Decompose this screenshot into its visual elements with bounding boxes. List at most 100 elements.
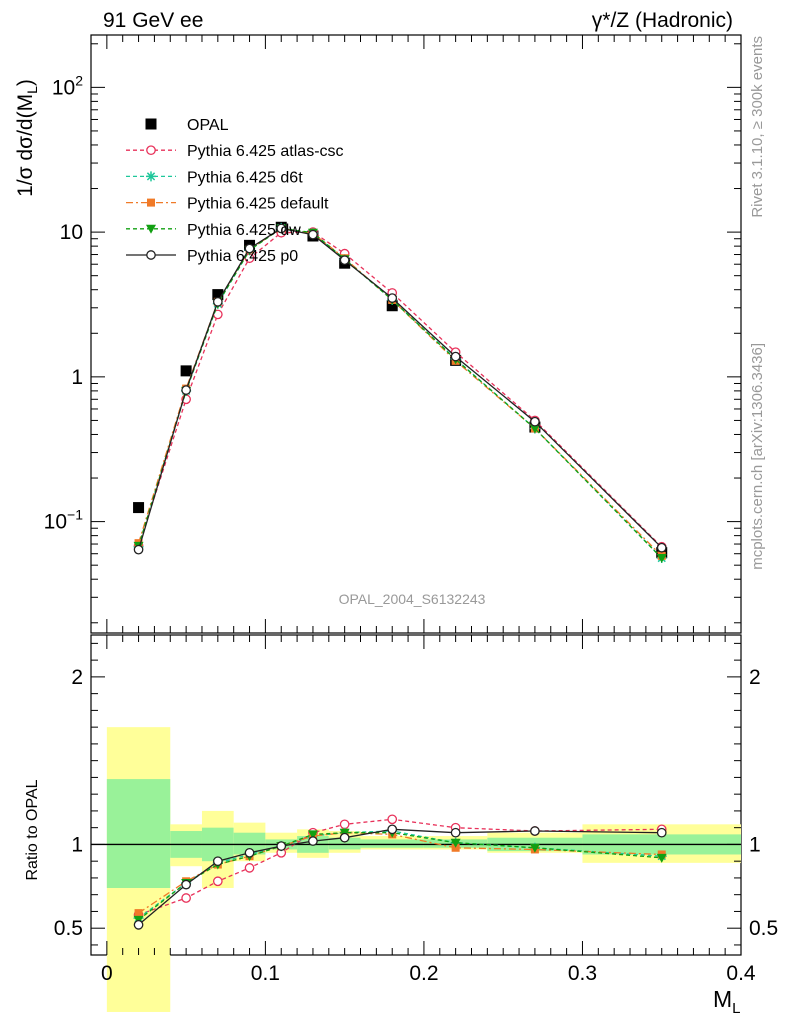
main-data-point	[212, 296, 223, 307]
main-series	[133, 224, 667, 564]
x-tick-label: 0.1	[251, 962, 280, 985]
legend-marker	[146, 224, 156, 234]
ratio-bands	[91, 727, 741, 1012]
main-series	[133, 222, 667, 564]
main-data-point	[133, 544, 144, 555]
main-data-point	[212, 289, 224, 301]
main-series-line	[137, 227, 663, 559]
ratio-frame	[90, 634, 742, 956]
legend-label: Pythia 6.425 atlas-csc	[187, 143, 344, 160]
uncertainty-band-stat	[233, 832, 266, 855]
main-data-point	[181, 385, 191, 395]
main-data-point	[530, 416, 540, 427]
header-left: 91 GeV ee	[103, 9, 203, 32]
main-series	[133, 223, 667, 555]
ratio-data-point	[450, 827, 461, 838]
main-series-line	[137, 227, 663, 550]
main-data-point	[180, 365, 192, 377]
main-data-point	[450, 351, 461, 362]
x-tick-label: 0	[101, 962, 113, 985]
axes: 10−1 1 10 102 1/σ dσ/d(ML) 0.5 0.5 1 1 2 2 Ratio to…	[14, 35, 778, 1017]
uncertainty-band-stat	[328, 837, 361, 850]
legend-marker	[145, 118, 157, 130]
ratio-data-point	[656, 853, 667, 863]
ratio-y-tick-label: 0.5	[54, 917, 83, 940]
main-data-point	[529, 424, 540, 434]
ratio-data-point	[181, 893, 191, 903]
ratio-data-point	[308, 836, 318, 846]
main-series-line	[137, 227, 663, 559]
y-tick-label: 102	[52, 72, 83, 99]
main-data-point	[656, 542, 667, 553]
x-tick-label: 0.4	[726, 962, 756, 985]
ratio-y-axis-label: Ratio to OPAL	[24, 779, 41, 880]
mcplots-label: mcplots.cern.ch [arXiv:1306.3436]	[749, 343, 766, 570]
legend-label: Pythia 6.425 d6t	[187, 169, 303, 186]
x-axis-label: ML	[713, 986, 741, 1017]
ratio-series-line	[138, 818, 662, 916]
main-data-point	[244, 243, 255, 254]
ratio-data-point	[387, 814, 398, 825]
ratio-data-point	[133, 919, 144, 930]
main-series-line	[137, 231, 663, 548]
ratio-data-point	[529, 843, 540, 853]
main-data-point	[656, 554, 667, 564]
ratio-data-point	[244, 863, 255, 873]
main-data-point	[386, 300, 398, 312]
main-data-point	[308, 229, 318, 240]
uncertainty-band-stat	[106, 779, 171, 888]
main-data-point	[339, 255, 350, 266]
legend-label: Pythia 6.425 p0	[187, 248, 298, 265]
ratio-data-point	[244, 847, 255, 858]
legend-marker	[146, 171, 156, 182]
legend-label: Pythia 6.425 dw	[187, 222, 301, 239]
main-data-point	[276, 223, 287, 234]
ratio-y-tick-label: 1	[71, 833, 83, 856]
legend-label: OPAL	[187, 117, 229, 134]
ratio-data-point	[134, 909, 143, 918]
ratio-y-tick-label: 2	[71, 666, 83, 689]
watermark: OPAL_2004_S6132243	[339, 591, 486, 607]
y-tick-label: 10	[60, 221, 83, 244]
legend: OPAL Pythia 6.425 atlas-csc Pythia 6.425 d…	[126, 117, 344, 265]
ratio-data-point	[181, 879, 191, 890]
ratio-data-point	[450, 838, 461, 848]
main-data-point	[133, 502, 145, 514]
ratio-data-point	[339, 819, 350, 830]
ratio-panel	[90, 634, 742, 956]
uncertainty-band-stat	[360, 839, 424, 848]
legend-marker	[146, 145, 156, 156]
ratio-data-point	[387, 824, 398, 835]
ratio-data-point	[212, 856, 223, 867]
ratio-data-point	[307, 830, 318, 840]
legend-label: Pythia 6.425 default	[187, 196, 329, 213]
ratio-y-tick-label-right: 2	[749, 666, 761, 689]
ratio-data-point	[656, 827, 667, 838]
ratio-data-point	[451, 843, 460, 852]
ratio-data-point	[212, 876, 223, 887]
main-panel	[90, 34, 742, 634]
legend-marker	[146, 250, 156, 260]
series-layer	[133, 221, 668, 930]
main-data-point	[387, 293, 398, 303]
ratio-series	[133, 824, 667, 930]
main-series-line	[137, 227, 663, 557]
ratio-data-point	[276, 841, 287, 851]
y-tick-label: 1	[71, 366, 83, 389]
main-series	[133, 227, 667, 552]
y-tick-label: 10−1	[44, 507, 84, 534]
main-y-axis-label: 1/σ dσ/d(ML)	[14, 79, 40, 197]
x-tick-label: 0.2	[409, 962, 438, 985]
ratio-data-point	[530, 826, 540, 836]
ratio-data-point	[339, 832, 350, 843]
main-series	[134, 224, 666, 560]
header-right: γ*/Z (Hadronic)	[592, 9, 733, 32]
legend-marker	[147, 198, 155, 207]
main-series	[133, 221, 668, 559]
x-tick-label: 0.3	[568, 962, 597, 985]
main-frame	[90, 34, 742, 634]
ratio-y-tick-label-right: 1	[749, 833, 761, 856]
ratio-y-tick-label-right: 0.5	[749, 917, 778, 940]
rivet-label: Rivet 3.1.10, ≥ 300k events	[749, 36, 766, 218]
